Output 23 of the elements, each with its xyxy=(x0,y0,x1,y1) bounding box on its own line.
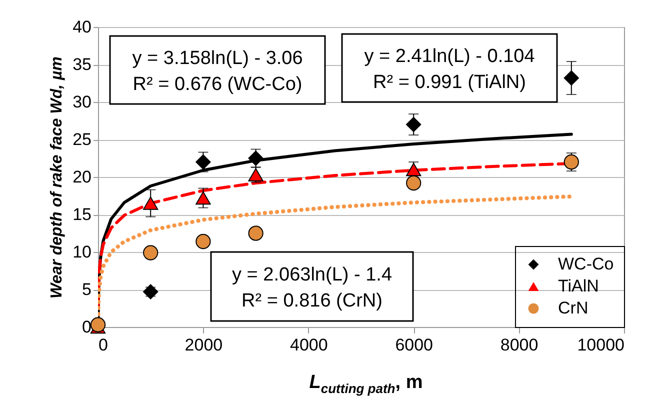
annotation: y = 3.158ln(L) - 3.06 R² = 0.676 (WC-Co) xyxy=(132,48,303,95)
y-tick-label: 35 xyxy=(72,55,92,74)
y-tick-label: 30 xyxy=(72,92,92,112)
y-tick-label: 15 xyxy=(72,205,92,224)
x-tick-label: 4000 xyxy=(290,336,328,354)
annotation: y = 2.063ln(L) - 1.4 R² = 0.816 (CrN) xyxy=(232,264,392,312)
x-tick-label: 0 xyxy=(98,336,108,354)
y-tick-label: 20 xyxy=(72,168,92,186)
x-axis-title: L$_{cutting path}$, m xyxy=(308,372,424,396)
y-tick-label: 0 xyxy=(82,318,92,336)
y-tick-label: 25 xyxy=(72,130,92,149)
x-tick-label: 2000 xyxy=(184,336,223,354)
x-tick-label: 6000 xyxy=(395,336,434,354)
y-tick-label: 10 xyxy=(72,242,92,262)
legend-label: TiAlN xyxy=(558,276,599,296)
x-tick-label: 10000 xyxy=(577,336,624,354)
x-tick-label: 8000 xyxy=(500,336,538,354)
annotation: y = 2.41ln(L) - 0.104 R² = 0.991 (TiAlN) xyxy=(364,46,536,93)
y-tick-label: 40 xyxy=(72,18,92,36)
y-tick-label: 5 xyxy=(82,280,92,299)
legend-label: WC-Co xyxy=(558,254,614,274)
legend-label: CrN xyxy=(558,298,588,318)
y-axis-title: Wear depth of rake face Wd, µm xyxy=(48,56,66,298)
